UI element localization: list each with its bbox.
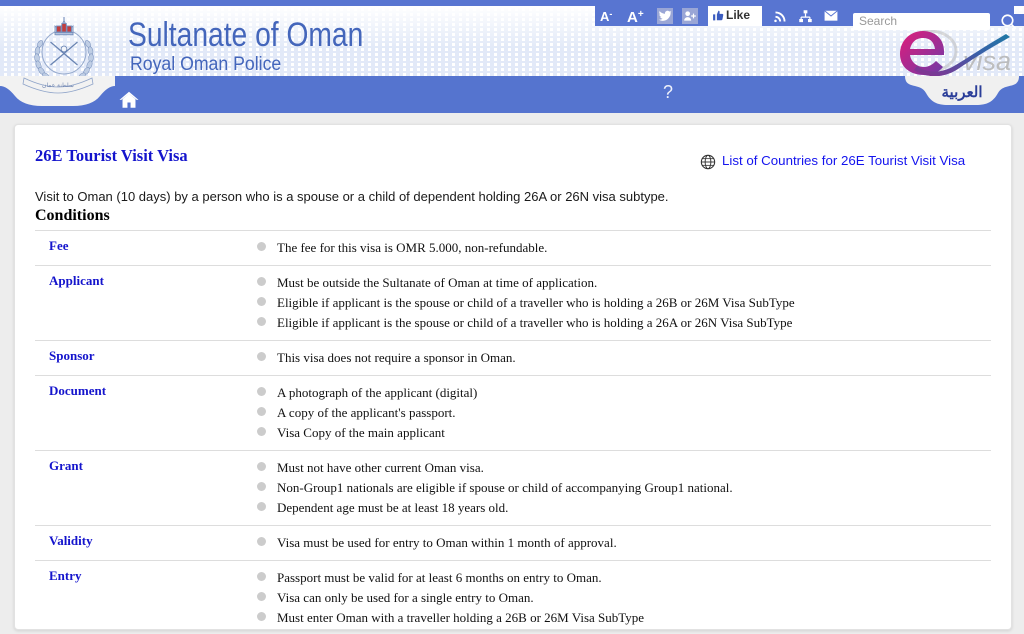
svg-text:سلطنة عمان: سلطنة عمان: [42, 82, 74, 89]
svg-text:visa: visa: [963, 46, 1011, 76]
